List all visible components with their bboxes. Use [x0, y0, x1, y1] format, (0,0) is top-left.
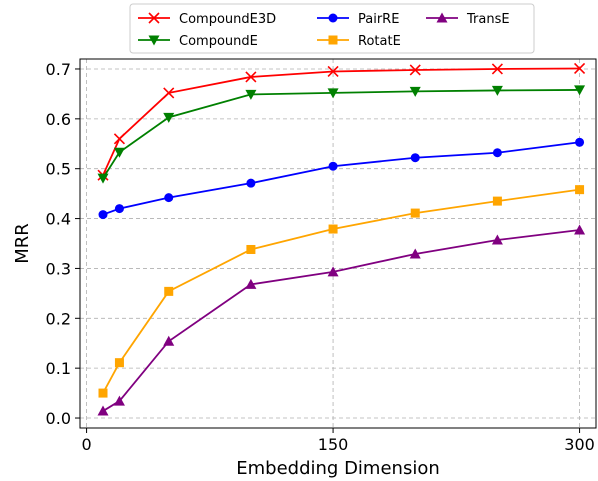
series-rotate	[98, 185, 585, 398]
data-point-pairre	[492, 148, 502, 158]
data-point-compounde	[574, 85, 586, 96]
legend-marker-compounde	[148, 35, 160, 46]
series-line-compounde3d	[102, 67, 580, 176]
legend-marker-transe	[436, 12, 448, 23]
data-point-compounde3d	[163, 87, 175, 99]
legend-entry-rotate: RotatE	[317, 34, 401, 49]
data-point-pairre	[114, 204, 124, 214]
data-point-transe	[97, 405, 109, 416]
series-layer	[97, 62, 586, 416]
data-point-rotate	[575, 185, 585, 195]
data-point-compounde3d	[113, 133, 126, 145]
x-tick-label: 0	[81, 435, 91, 454]
data-point-rotate	[114, 358, 124, 368]
data-point-transe	[113, 395, 125, 406]
legend-label-compounde3d: CompoundE3D	[179, 12, 276, 27]
legend-marker-pairre	[328, 13, 338, 23]
series-compounde	[97, 85, 586, 184]
data-point-transe	[327, 266, 339, 277]
data-point-pairre	[575, 137, 585, 147]
data-point-pairre	[328, 161, 338, 171]
data-point-transe	[574, 224, 586, 235]
data-point-rotate	[492, 196, 502, 206]
data-point-pairre	[410, 153, 420, 163]
data-point-transe	[245, 278, 257, 289]
data-point-rotate	[328, 224, 338, 234]
legend: CompoundE3D CompoundE PairRE RotatE TransE	[129, 3, 535, 54]
data-point-pairre	[98, 210, 108, 220]
series-line-pairre	[102, 141, 580, 216]
legend-label-transe: TransE	[466, 12, 510, 27]
data-point-transe	[409, 248, 421, 259]
legend-label-rotate: RotatE	[358, 34, 401, 49]
grid-lines	[80, 59, 596, 428]
legend-marker-compounde3d	[148, 12, 160, 24]
data-point-pairre	[164, 193, 174, 203]
y-tick-label: 0.3	[46, 259, 71, 278]
y-tick-label: 0.7	[46, 60, 71, 79]
y-tick-label: 0.2	[46, 309, 71, 328]
series-line-transe	[102, 229, 580, 412]
legend-entry-compounde: CompoundE	[138, 34, 258, 49]
series-line-rotate	[102, 188, 580, 394]
series-transe	[97, 224, 586, 416]
data-point-compounde3d	[491, 63, 503, 75]
y-tick-label: 0.4	[46, 210, 71, 229]
axis-ticks: 0.0 0.1 0.2 0.3 0.4 0.5 0.6 0.7 0 150 300	[46, 60, 595, 454]
data-point-rotate	[164, 286, 174, 296]
plot-frame	[79, 58, 597, 429]
data-point-rotate	[98, 388, 108, 398]
data-point-transe	[163, 335, 175, 346]
data-point-compounde3d	[327, 65, 339, 78]
legend-entry-pairre: PairRE	[317, 12, 399, 27]
y-tick-label: 0.6	[46, 110, 71, 129]
data-point-compounde3d	[245, 71, 257, 83]
data-point-compounde3d	[574, 62, 586, 75]
data-point-compounde	[97, 173, 109, 184]
legend-entry-transe: TransE	[426, 12, 510, 27]
series-line-compounde	[102, 89, 580, 179]
data-point-rotate	[410, 208, 420, 218]
legend-marker-rotate	[328, 35, 338, 45]
legend-box	[129, 3, 535, 54]
data-point-pairre	[246, 178, 256, 188]
data-point-rotate	[246, 244, 256, 254]
y-axis-label: MRR	[12, 223, 33, 264]
data-point-compounde3d	[409, 64, 421, 76]
y-tick-label: 0.0	[46, 409, 71, 428]
data-point-compounde	[245, 89, 257, 100]
x-axis-label: Embedding Dimension	[236, 458, 440, 479]
legend-label-pairre: PairRE	[358, 12, 399, 27]
data-point-compounde	[113, 147, 125, 158]
x-tick-label: 150	[318, 435, 349, 454]
data-point-compounde	[327, 88, 339, 99]
x-tick-label: 300	[564, 435, 595, 454]
series-pairre	[98, 137, 585, 220]
y-tick-label: 0.5	[46, 160, 71, 179]
y-tick-label: 0.1	[46, 359, 71, 378]
data-point-compounde	[409, 86, 421, 97]
data-point-compounde	[163, 112, 175, 123]
data-point-transe	[491, 234, 503, 245]
legend-label-compounde: CompoundE	[179, 34, 258, 49]
data-point-compounde	[491, 85, 503, 96]
series-compounde3d	[97, 62, 586, 181]
legend-entry-compounde3d: CompoundE3D	[138, 12, 276, 27]
